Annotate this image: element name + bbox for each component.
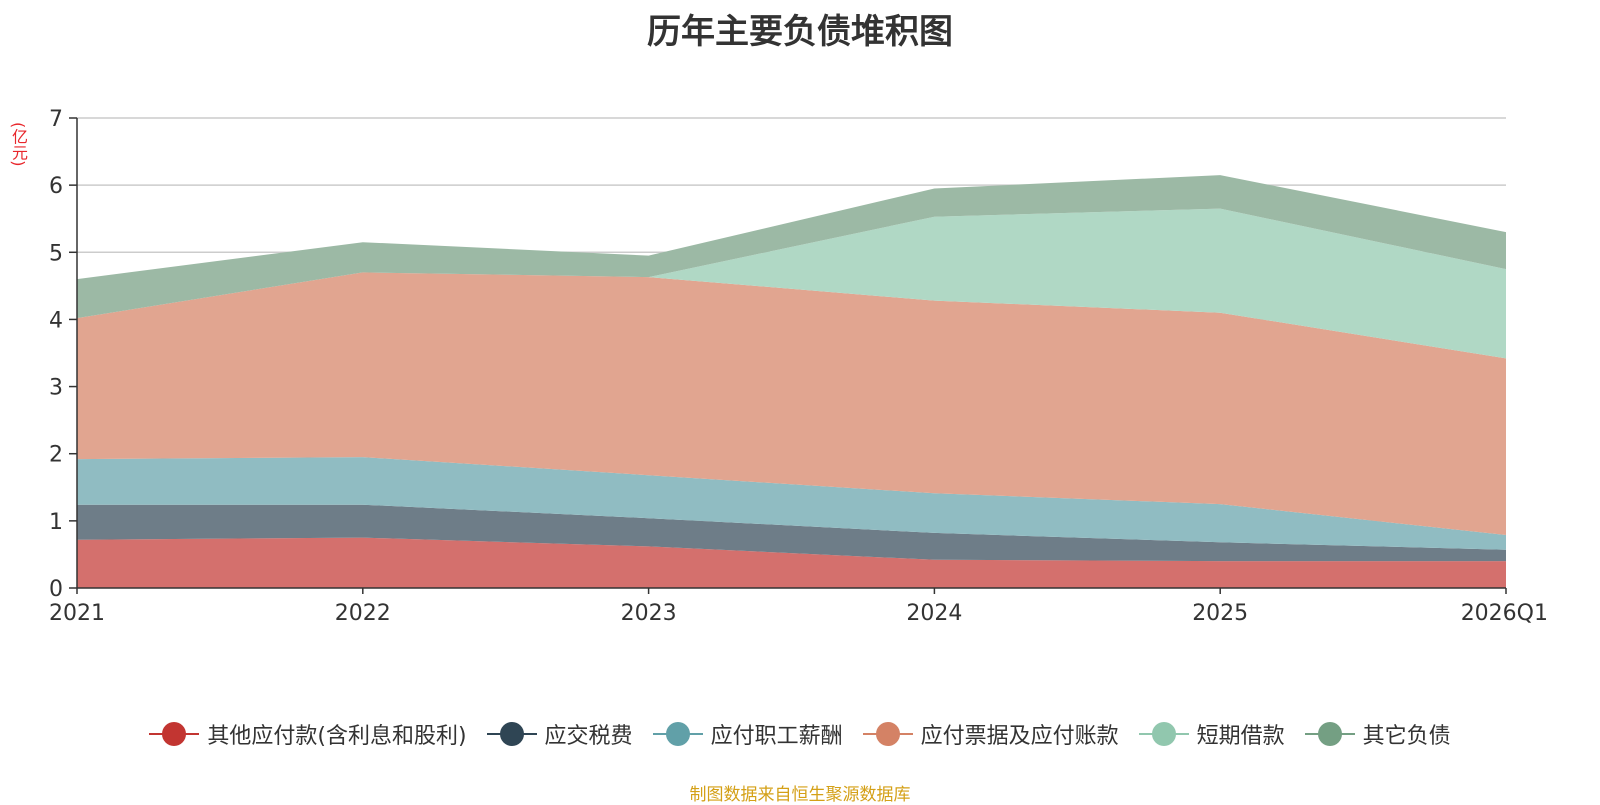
legend-item-4[interactable]: 短期借款: [1138, 718, 1285, 750]
area-series-0: [77, 537, 1506, 588]
stacked-area-chart: 0 1 2 3 4 5 6 7 2021 2022 2023 2024 2025 2026Q1: [49, 107, 1548, 626]
x-tick-label-0: 2021: [49, 601, 105, 626]
chart-title: 历年主要负债堆积图: [647, 12, 953, 52]
legend-label: 应付票据及应付账款: [920, 724, 1119, 749]
y-tick-label-4: 4: [49, 308, 63, 333]
area-series-5: [77, 175, 1506, 319]
legend-marker-icon: [1304, 721, 1355, 747]
y-tick-label-0: 0: [49, 577, 63, 602]
y-tick-label-5: 5: [49, 241, 63, 266]
legend-item-2[interactable]: 应付职工薪酬: [652, 718, 843, 750]
legend-label: 其他应付款(含利息和股利): [207, 724, 467, 749]
legend-label: 其它负债: [1362, 724, 1451, 749]
y-tick-label-3: 3: [49, 376, 63, 401]
y-tick-label-1: 1: [49, 510, 63, 535]
legend-item-5[interactable]: 其它负债: [1304, 718, 1451, 750]
legend-marker-icon: [486, 721, 537, 747]
area-series-2: [77, 457, 1506, 550]
tick-labels: 0 1 2 3 4 5 6 7 2021 2022 2023 2024 2025 2026Q1: [49, 107, 1548, 626]
y-tick-label-7: 7: [49, 107, 63, 132]
area-series-1: [77, 504, 1506, 562]
legend-item-3[interactable]: 应付票据及应付账款: [862, 718, 1119, 750]
x-tick-label-2: 2023: [621, 601, 677, 626]
legend-marker-icon: [149, 721, 200, 747]
axes: [69, 117, 1507, 594]
y-tick-label-2: 2: [49, 443, 63, 468]
legend-marker-icon: [862, 721, 913, 747]
legend-label: 应交税费: [544, 724, 633, 749]
legend-item-0[interactable]: 其他应付款(含利息和股利): [149, 718, 467, 750]
area-series-4: [77, 208, 1506, 359]
legend-marker-icon: [652, 721, 703, 747]
x-tick-label-3: 2024: [906, 601, 962, 626]
legend-label: 应付职工薪酬: [710, 724, 843, 749]
y-axis-unit-label: (亿元): [9, 122, 28, 167]
source-note: 制图数据来自恒生聚源数据库: [689, 785, 911, 805]
area-series: [77, 175, 1506, 588]
area-series-3: [77, 272, 1506, 535]
x-tick-label-5: 2026Q1: [1461, 601, 1548, 626]
legend: 其他应付款(含利息和股利) 应交税费 应付职工薪酬 应付票据及应付账款 短期借款 其它负债: [0, 718, 1600, 750]
x-tick-label-4: 2025: [1192, 601, 1248, 626]
y-tick-label-6: 6: [49, 174, 63, 199]
legend-label: 短期借款: [1196, 724, 1285, 749]
x-tick-label-1: 2022: [335, 601, 391, 626]
legend-marker-icon: [1138, 721, 1189, 747]
legend-item-1[interactable]: 应交税费: [486, 718, 633, 750]
